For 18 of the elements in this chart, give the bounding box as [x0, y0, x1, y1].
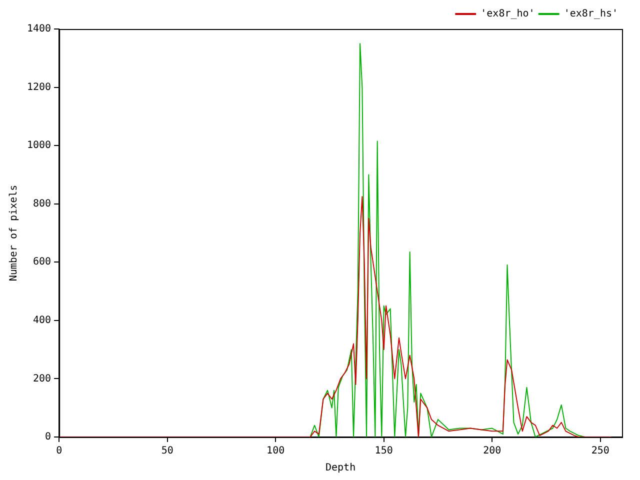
x-tick-label: 100 — [266, 446, 285, 457]
x-tick-label: 0 — [56, 446, 62, 457]
x-tick-label: 200 — [483, 446, 502, 457]
y-axis-title: Number of pixels — [8, 184, 20, 282]
x-tick-label: 250 — [591, 446, 610, 457]
legend-label: 'ex8r_ho' — [480, 8, 535, 20]
y-tick-label: 600 — [33, 256, 52, 268]
y-tick-label: 1200 — [26, 82, 52, 93]
legend-label: 'ex8r_hs' — [564, 8, 618, 20]
y-tick-label: 1400 — [26, 24, 52, 35]
x-axis-title: Depth — [325, 462, 356, 474]
y-tick-label: 400 — [33, 315, 52, 326]
y-tick-label: 0 — [45, 432, 52, 443]
y-tick-label: 200 — [33, 373, 52, 384]
x-tick-label: 50 — [161, 446, 174, 457]
y-tick-label: 1000 — [26, 140, 52, 152]
y-tick-label: 800 — [33, 198, 52, 210]
x-tick-label: 150 — [374, 446, 393, 457]
